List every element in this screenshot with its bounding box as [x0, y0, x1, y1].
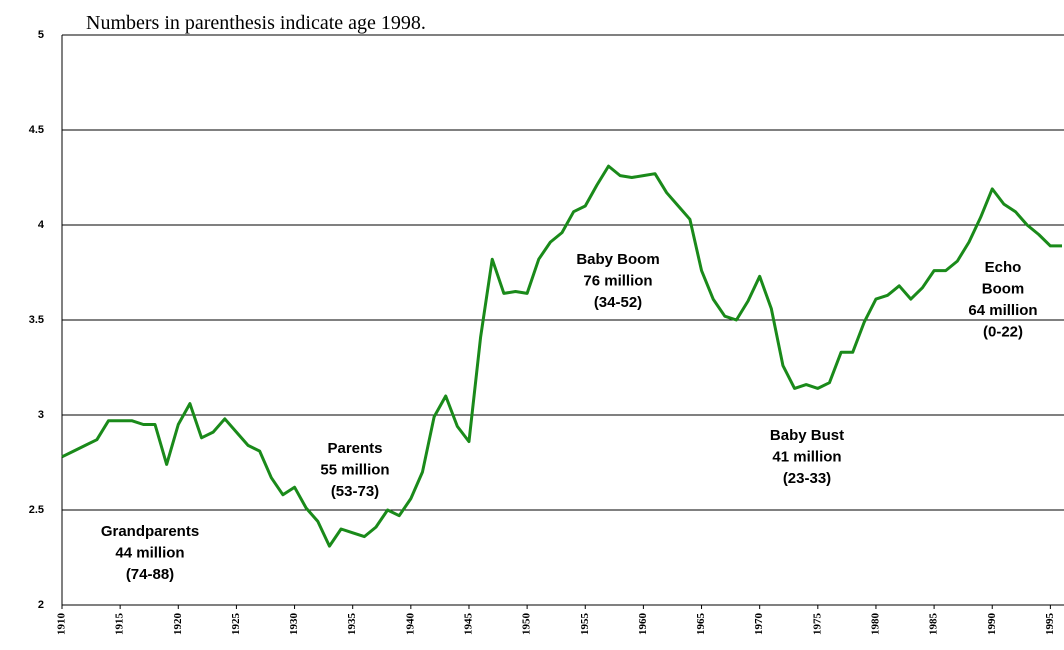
annotation: Baby Boom [576, 251, 659, 268]
annotation: (74-88) [126, 566, 174, 583]
x-tick-label: 1995 [1044, 613, 1056, 636]
annotation: Echo [985, 259, 1022, 276]
annotation: Parents [327, 440, 382, 457]
x-tick-label: 1975 [811, 613, 823, 636]
y-tick-label: 4 [38, 219, 45, 231]
annotation: 55 million [320, 461, 389, 478]
x-tick-label: 1940 [404, 613, 416, 636]
line [61, 164, 1062, 548]
annotation: (23-33) [783, 470, 831, 487]
annotation: Grandparents [101, 523, 199, 540]
x-tick-label: 1965 [695, 613, 707, 636]
y-tick-label: 2.5 [29, 504, 44, 516]
x-tick-label: 1990 [986, 613, 998, 636]
annotation: (34-52) [594, 294, 642, 311]
annotation: Baby Bust [770, 427, 844, 444]
annotation: (0-22) [983, 323, 1023, 340]
x-tick-label: 1925 [230, 613, 242, 636]
x-tick-label: 1985 [928, 613, 940, 636]
x-tick-label: 1915 [114, 613, 126, 636]
y-tick-label: 2 [38, 599, 44, 611]
x-tick-label: 1970 [753, 613, 765, 636]
y-tick-label: 4.5 [29, 124, 44, 136]
x-tick-label: 1945 [463, 613, 475, 636]
y-tick-label: 5 [38, 29, 44, 41]
x-tick-label: 1935 [346, 613, 358, 636]
annotation: (53-73) [331, 483, 379, 500]
y-tick-label: 3 [38, 409, 44, 421]
y-tick-label: 3.5 [29, 314, 44, 326]
x-tick-label: 1960 [637, 613, 649, 636]
annotation: 64 million [968, 302, 1037, 319]
annotation: 76 million [583, 272, 652, 289]
annotation: Boom [982, 280, 1025, 297]
annotation: 41 million [772, 448, 841, 465]
x-tick-label: 1950 [521, 613, 533, 636]
annotation: 44 million [115, 544, 184, 561]
x-tick-label: 1920 [172, 613, 184, 636]
x-tick-label: 1955 [579, 613, 591, 636]
subtitle: Numbers in parenthesis indicate age 1998… [86, 12, 426, 34]
x-tick-label: 1980 [869, 613, 881, 636]
x-tick-label: 1910 [56, 613, 68, 636]
x-tick-label: 1930 [288, 613, 300, 636]
